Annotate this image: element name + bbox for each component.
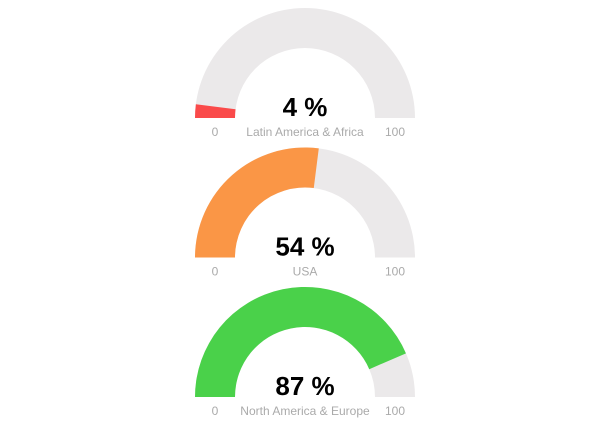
gauge-track: [195, 8, 415, 118]
range-label: 100: [385, 404, 405, 418]
value-label: 54 %: [275, 232, 334, 262]
gauge-label: USA: [293, 265, 318, 279]
gauge-value: [195, 104, 236, 118]
gauge-label: North America & Europe: [240, 404, 370, 418]
range-label: 0: [212, 404, 219, 418]
value-label: 87 %: [275, 371, 334, 401]
gauge-value: [195, 287, 406, 397]
range-label: 100: [385, 125, 405, 139]
value-label: 4 %: [283, 92, 328, 122]
range-label: 100: [385, 265, 405, 279]
range-label: 0: [212, 265, 219, 279]
gauge-label: Latin America & Africa: [246, 125, 364, 139]
range-label: 0: [212, 125, 219, 139]
gauge-value: [195, 147, 319, 258]
